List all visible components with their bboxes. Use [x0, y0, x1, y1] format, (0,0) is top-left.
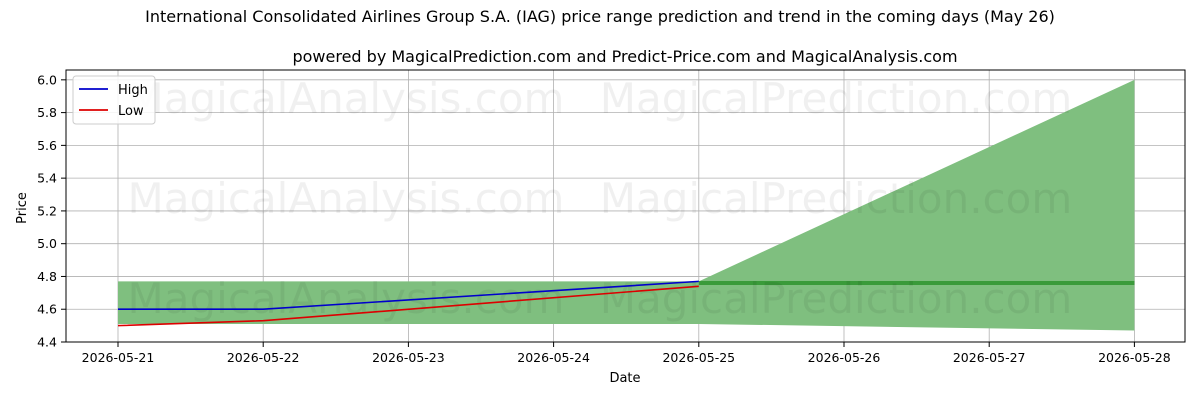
y-tick-label: 5.8 [37, 105, 57, 120]
legend: High Low [72, 75, 156, 125]
x-tick-label: 2026-05-24 [517, 350, 590, 365]
y-tick-label: 4.6 [37, 302, 57, 317]
y-axis-label: Price [15, 192, 30, 224]
x-tick-label: 2026-05-25 [662, 350, 735, 365]
y-tick-label: 4.8 [37, 269, 57, 284]
x-tick-label: 2026-05-21 [82, 350, 155, 365]
watermark-text: MagicalPrediction.com [600, 174, 1073, 223]
y-tick-label: 6.0 [37, 72, 57, 87]
x-tick-label: 2026-05-22 [227, 350, 300, 365]
y-tick-label: 5.2 [37, 203, 57, 218]
watermark-text: MagicalAnalysis.com [128, 274, 565, 323]
series-line-low [117, 285, 699, 327]
series-line-high [118, 280, 699, 311]
legend-label-high: High [118, 83, 148, 98]
x-tick-label: 2026-05-26 [808, 350, 881, 365]
x-tick-label: 2026-05-28 [1098, 350, 1171, 365]
y-tick-label: 4.4 [37, 335, 57, 350]
y-tick-label: 5.0 [37, 236, 57, 251]
watermark-text: MagicalAnalysis.com [128, 74, 565, 123]
watermark-text: MagicalAnalysis.com [128, 174, 565, 223]
y-tick-label: 5.6 [37, 138, 57, 153]
watermark-text: MagicalPrediction.com [600, 274, 1073, 323]
x-tick-label: 2026-05-23 [372, 350, 445, 365]
chart-title: International Consolidated Airlines Grou… [145, 7, 1055, 26]
watermark-text: MagicalPrediction.com [600, 74, 1073, 123]
prediction-band [118, 79, 1135, 331]
legend-label-low: Low [118, 104, 144, 119]
y-tick-label: 5.4 [37, 171, 57, 186]
x-tick-label: 2026-05-27 [953, 350, 1026, 365]
plot-frame [65, 69, 1186, 343]
legend-box [72, 75, 156, 125]
chart-subtitle: powered by MagicalPrediction.com and Pre… [292, 47, 957, 66]
x-axis-label: Date [609, 371, 640, 386]
